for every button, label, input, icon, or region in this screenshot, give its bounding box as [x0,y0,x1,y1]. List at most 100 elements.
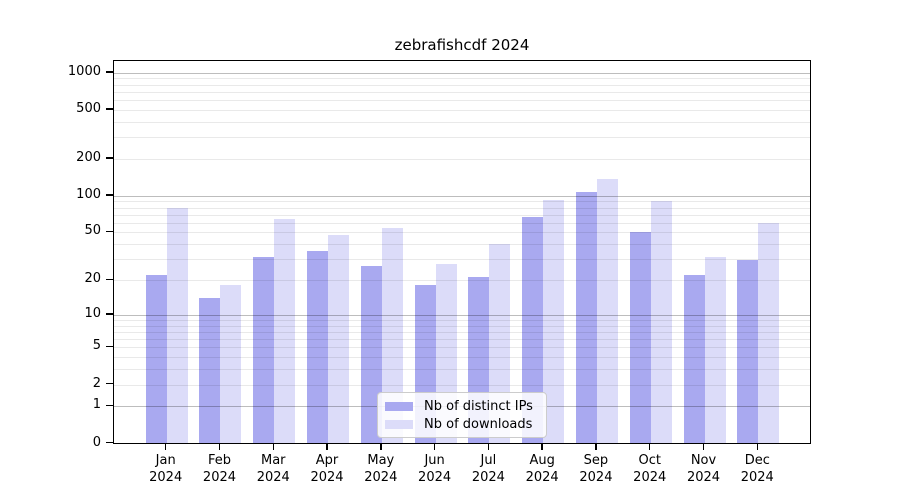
year-text: 2024 [418,469,452,485]
month-text: Oct [638,453,661,468]
bar-downloads-aug [543,200,565,443]
x-tick-label-apr: Apr 2024 [300,453,354,486]
legend-swatch-downloads [385,419,413,430]
bar-downloads-sep [596,178,618,443]
x-tick-label-aug: Aug 2024 [515,453,569,486]
x-tick-jun [433,444,436,450]
y-tick-label-2: 2 [92,375,101,391]
x-tick-jan [165,444,167,450]
y-tick-label-0: 0 [92,434,101,450]
year-text: 2024 [525,469,559,485]
year-text: 2024 [740,469,774,485]
y-tick-10 [106,313,113,315]
month-text: Apr [315,453,339,468]
y-tick-100 [106,194,113,196]
bars-layer [114,61,810,443]
x-tick-label-jun: Jun 2024 [408,453,462,486]
month-text: Jun [424,453,445,468]
x-tick-label-oct: Oct 2024 [623,453,677,486]
y-tick-1 [106,404,113,407]
x-tick-may [380,444,382,450]
legend-item-distinct-ips: Nb of distinct IPs [385,399,538,414]
legend-swatch-distinct-ips [385,401,413,412]
x-tick-label-jan: Jan 2024 [139,453,193,486]
x-tick-label-mar: Mar 2024 [246,453,300,486]
month-text: May [367,453,395,468]
x-tick-oct [649,444,651,450]
year-text: 2024 [579,469,613,485]
bar-ips-apr [307,250,329,443]
month-text: Dec [744,453,770,468]
y-tick-50 [106,230,113,233]
month-text: Mar [260,453,286,468]
x-tick-label-dec: Dec 2024 [730,453,784,486]
year-text: 2024 [202,469,237,485]
y-tick-label-500: 500 [76,100,101,116]
year-text: 2024 [149,469,183,485]
bar-downloads-nov [704,256,726,443]
bar-downloads-mar [274,218,296,443]
legend-label-distinct-ips: Nb of distinct IPs [424,399,533,414]
x-tick-mar [272,444,274,450]
x-tick-dec [756,444,758,450]
month-text: Nov [690,453,717,468]
x-tick-label-nov: Nov 2024 [677,453,731,486]
y-tick-1000 [106,71,113,73]
y-tick-20 [106,278,113,280]
y-tick-label-1000: 1000 [67,63,101,79]
plot-area [113,60,811,444]
year-text: 2024 [364,469,398,485]
y-tick-2 [106,383,113,385]
month-text: Aug [529,453,555,468]
bar-downloads-oct [650,201,672,443]
x-tick-feb [218,444,221,450]
bar-ips-mar [253,256,275,443]
legend: Nb of distinct IPs Nb of downloads [377,392,547,438]
year-text: 2024 [471,469,505,485]
y-tick-500 [106,108,113,110]
month-text: Feb [207,453,231,468]
month-text: Sep [583,453,609,468]
y-tick-label-100: 100 [76,186,101,202]
x-tick-label-jul: Jul 2024 [461,453,515,486]
y-tick-5 [106,345,113,348]
y-tick-label-200: 200 [76,149,101,165]
x-tick-apr [326,444,328,450]
x-tick-label-feb: Feb 2024 [192,453,246,486]
bar-downloads-feb [220,284,242,443]
x-tick-label-may: May 2024 [354,453,408,486]
month-text: Jan [155,453,176,468]
legend-label-downloads: Nb of downloads [424,417,533,432]
bar-ips-may [360,266,382,443]
year-text: 2024 [310,469,344,485]
x-tick-label-sep: Sep 2024 [569,453,623,486]
bar-ips-sep [575,192,597,443]
y-tick-label-10: 10 [84,305,101,321]
year-text: 2024 [633,469,667,485]
year-text: 2024 [686,469,721,485]
bar-ips-aug [522,217,544,443]
y-tick-200 [106,157,113,159]
bar-ips-feb [199,297,221,443]
bar-ips-nov [683,274,705,443]
x-tick-aug [541,444,543,450]
y-tick-label-20: 20 [84,271,101,287]
y-tick-label-50: 50 [84,223,101,239]
month-text: Jul [480,453,497,468]
bar-downloads-apr [328,235,350,443]
legend-item-downloads: Nb of downloads [385,417,538,432]
bar-downloads-jan [166,208,188,443]
bar-ips-jan [145,274,167,443]
x-tick-nov [702,444,705,450]
bar-downloads-may [381,227,403,443]
chart-title: zebrafishcdf 2024 [394,36,530,54]
year-text: 2024 [256,469,290,485]
x-tick-jul [487,444,490,450]
bar-ips-oct [629,231,651,443]
bar-ips-dec [737,260,759,443]
y-tick-label-5: 5 [92,338,101,354]
y-tick-label-1: 1 [92,397,101,413]
bar-downloads-dec [758,223,780,443]
x-tick-sep [595,444,597,450]
